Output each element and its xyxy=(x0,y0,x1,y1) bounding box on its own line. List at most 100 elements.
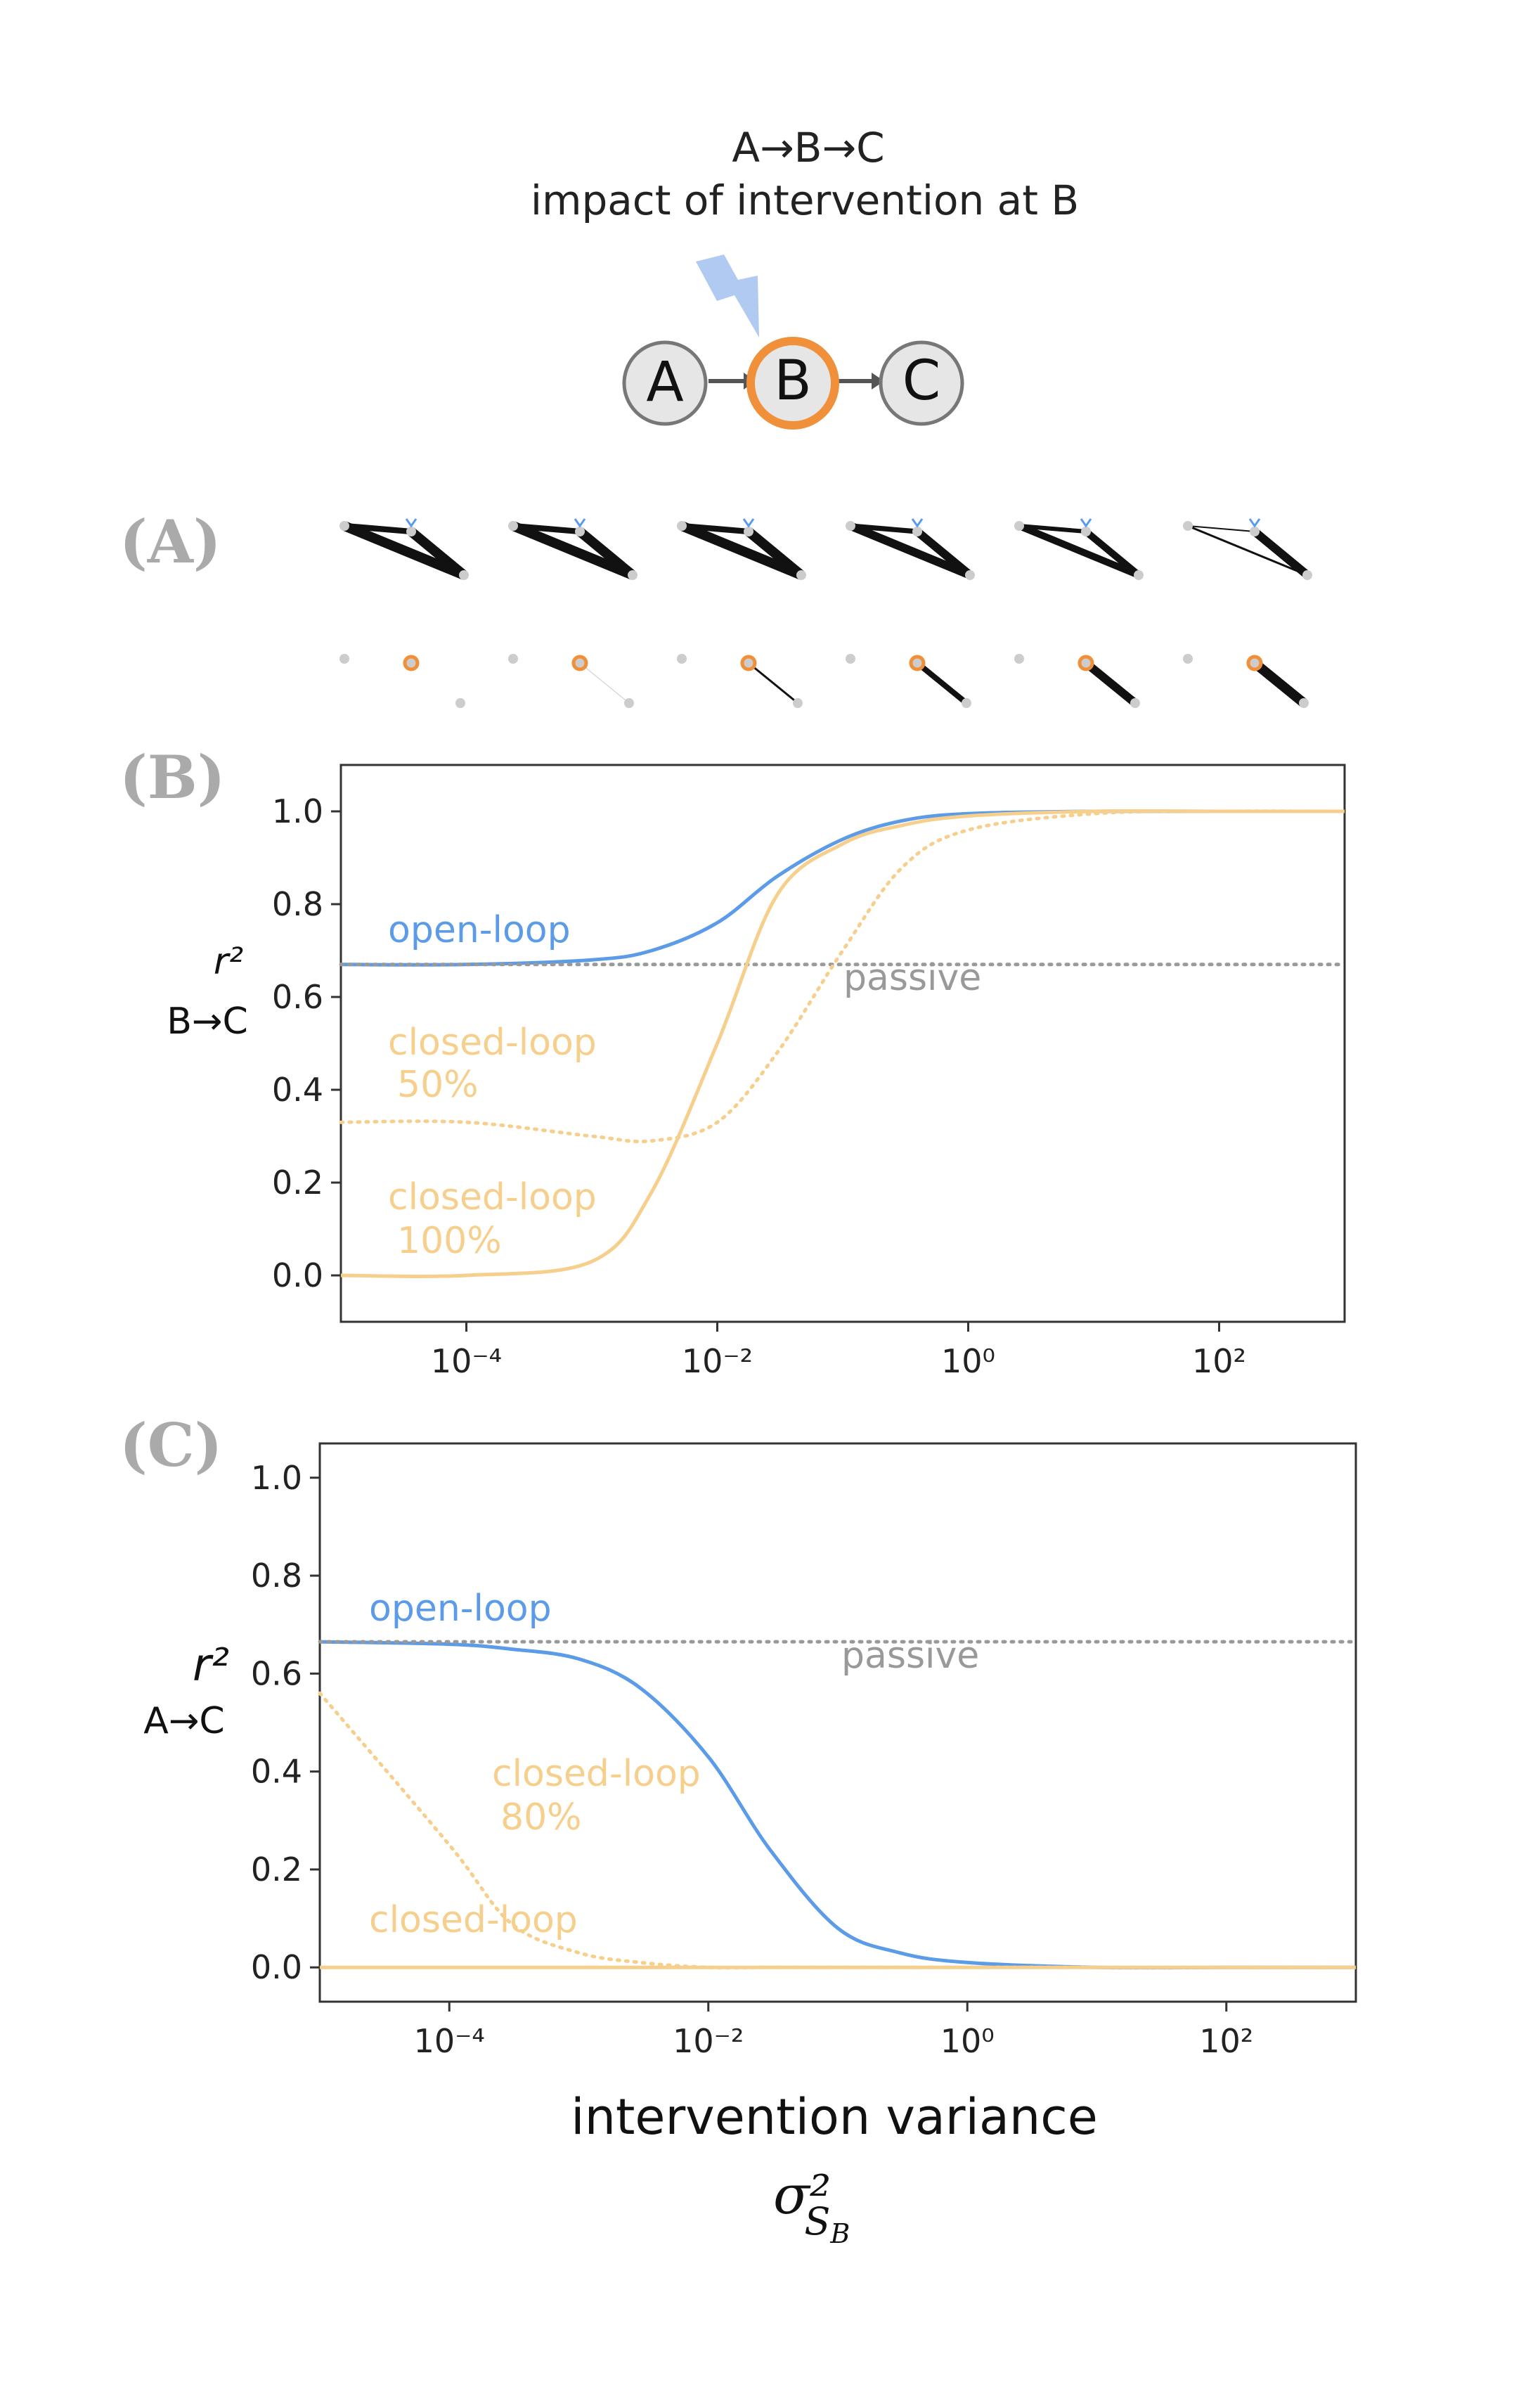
chart-c-ylabel-line1: r² xyxy=(193,1640,229,1692)
node-a xyxy=(622,340,708,426)
mini-edge-bc-bottom xyxy=(915,660,969,706)
mini-network-row-top xyxy=(339,518,1312,580)
chart-b-label-closed-100: closed-loop xyxy=(388,1176,597,1218)
mini-node xyxy=(677,521,687,531)
chart-c-ylabel-line2: A→C xyxy=(143,1700,224,1742)
mini-node-intervened xyxy=(909,655,926,671)
node-b xyxy=(746,337,839,430)
chart-c-yticks: 0.0 0.2 0.4 0.6 0.8 1.0 xyxy=(251,1459,320,1986)
chart-c-xtick-label: 10⁻² xyxy=(673,2022,744,2060)
mini-edge-ac xyxy=(342,521,466,580)
chart-b-frame xyxy=(339,764,1346,1323)
mini-edge-bc-bottom xyxy=(579,662,630,704)
mini-edge-ac xyxy=(1018,522,1140,579)
chart-c-label-closed-80-pct: 80% xyxy=(500,1796,582,1839)
mini-node xyxy=(677,654,687,664)
mini-node xyxy=(1250,527,1260,536)
chart-b-series-closed-loop-50- xyxy=(339,809,1347,1144)
chart-b-ylabel-line2: B→C xyxy=(167,1000,248,1043)
mini-network-row-bottom xyxy=(339,654,1309,708)
chart-c-series xyxy=(318,1640,1358,1970)
mini-node-intervened xyxy=(740,655,757,671)
mini-edge-bc-bottom xyxy=(748,662,798,704)
mini-edge-bc xyxy=(408,527,467,579)
chart-c-label-closed: closed-loop xyxy=(369,1899,578,1941)
mini-bolt-icon xyxy=(742,518,755,528)
node-c xyxy=(879,340,964,426)
node-b-label: B xyxy=(774,349,812,413)
mini-node xyxy=(965,570,975,580)
mini-node xyxy=(459,570,469,580)
chart-b-xticks: 10⁻⁴ 10⁻² 10⁰ 10² xyxy=(431,1322,1246,1380)
mini-edge-bc xyxy=(745,527,805,579)
mini-edge-bc xyxy=(1252,528,1310,579)
node-c-label: C xyxy=(902,349,940,413)
chart-c-label-open-loop: open-loop xyxy=(369,1588,552,1630)
mini-node xyxy=(796,570,806,580)
mini-node-intervened xyxy=(571,655,588,671)
chart-c-ytick-label: 0.6 xyxy=(251,1654,302,1692)
chart-c-xtick-label: 10⁰ xyxy=(940,2022,995,2060)
chart-c-xticks: 10⁻⁴ 10⁻² 10⁰ 10² xyxy=(414,2002,1253,2060)
mini-node xyxy=(455,698,465,708)
chart-c-xlabel: intervention variance xyxy=(571,2088,1098,2146)
mini-node xyxy=(406,527,416,536)
chart-c-xlabel-symbol: σ²SB xyxy=(773,2163,850,2249)
chart-b-xtick-label: 10⁻⁴ xyxy=(431,1342,502,1380)
panel-letter-b: (B) xyxy=(119,742,226,812)
mini-edge-ac xyxy=(1187,525,1308,577)
mini-edge-bc xyxy=(914,528,973,579)
lightning-bolt-icon xyxy=(696,255,759,337)
mini-node xyxy=(1302,570,1312,580)
chart-b-series-closed-loop-100- xyxy=(340,809,1345,1278)
chart-c: 0.0 0.2 0.4 0.6 0.8 1.0 10⁻⁴ 10⁻² 10⁰ 10² r² A→C… xyxy=(143,1442,1358,2249)
mini-node xyxy=(1081,527,1091,536)
mini-node-intervened xyxy=(1078,655,1094,671)
mini-node xyxy=(508,521,518,531)
chart-c-frame xyxy=(318,1442,1357,2003)
mini-edge-ac xyxy=(680,521,803,580)
chart-b-ylabel-line1: r² xyxy=(214,941,243,983)
mini-node xyxy=(744,527,753,536)
mini-node xyxy=(624,698,634,708)
chart-c-xtick-label: 10² xyxy=(1199,2022,1253,2060)
mini-node xyxy=(1299,698,1309,708)
mini-node xyxy=(1014,654,1024,664)
chart-c-ytick-label: 1.0 xyxy=(251,1459,302,1497)
mini-node xyxy=(1183,654,1193,664)
mini-node xyxy=(339,521,349,531)
chart-b-ytick-label: 0.6 xyxy=(272,978,323,1016)
chart-b-label-passive: passive xyxy=(843,957,981,999)
panel-letter-c: (C) xyxy=(119,1410,222,1480)
mini-edge-bc xyxy=(1083,529,1141,578)
mini-edge-bc-bottom xyxy=(1083,659,1138,707)
chart-c-ytick-label: 0.0 xyxy=(251,1948,302,1986)
mini-edge-ac xyxy=(848,522,972,579)
mini-node xyxy=(575,527,585,536)
mini-node xyxy=(339,654,349,664)
sigma-symbol: σ² xyxy=(773,2163,831,2226)
chart-b-ytick-label: 0.2 xyxy=(272,1164,323,1202)
mini-node-intervened xyxy=(1246,655,1263,671)
arrowhead-b-c xyxy=(872,373,884,390)
mini-bolt-icon xyxy=(911,518,924,528)
mini-node xyxy=(1134,570,1144,580)
mini-bolt-icon xyxy=(405,518,418,528)
mini-node xyxy=(508,654,518,664)
chart-b-xtick-label: 10² xyxy=(1192,1342,1246,1380)
chart-c-label-passive: passive xyxy=(841,1635,979,1677)
panel-letter-a: (A) xyxy=(119,507,221,577)
mini-node xyxy=(1183,521,1193,531)
mini-edge-bc xyxy=(576,527,636,579)
chart-b-ytick-label: 0.4 xyxy=(272,1071,323,1109)
mini-node xyxy=(1014,521,1024,531)
chart-b-label-closed-100-pct: 100% xyxy=(397,1220,502,1262)
sigma-subscript-b: B xyxy=(829,2218,850,2249)
chart-b-label-open-loop: open-loop xyxy=(388,909,571,951)
mini-edge-bc-bottom xyxy=(1251,659,1307,707)
mini-edge-ac xyxy=(511,521,635,580)
mini-node xyxy=(962,698,971,708)
chart-b-yticks: 0.0 0.2 0.4 0.6 0.8 1.0 xyxy=(272,792,341,1294)
chart-b-xtick-label: 10⁰ xyxy=(941,1342,995,1380)
mini-node xyxy=(846,521,855,531)
